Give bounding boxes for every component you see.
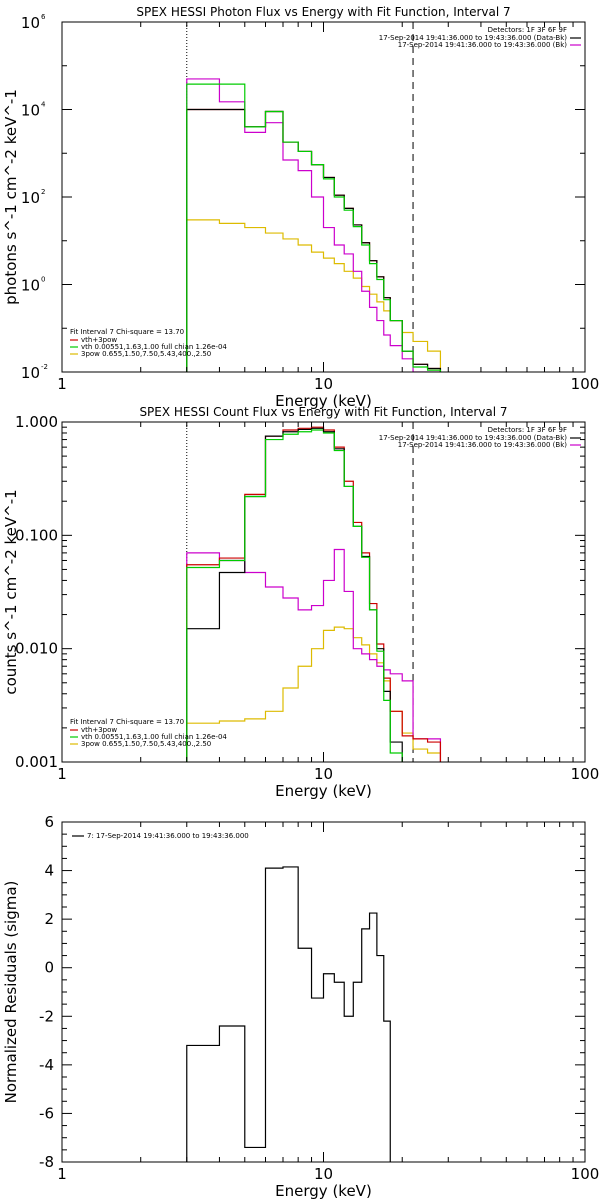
y-tick-label: 10 0: [21, 276, 46, 295]
x-tick-label: 1: [57, 1165, 67, 1183]
legend-entry: 3pow 0.655,1.50,7.50,5.43,400.,2.50: [81, 350, 211, 358]
chart-title: SPEX HESSI Count Flux vs Energy with Fit…: [139, 405, 507, 419]
y-tick-label: 0.100: [15, 526, 58, 544]
y-tick-base: 10: [21, 102, 40, 120]
panel-3: [61, 821, 586, 1163]
x-axis-label: Energy (keV): [275, 1182, 372, 1200]
y-axis-label: counts s^-1 cm^-2 keV^-1: [2, 489, 20, 694]
legend-entry: vth+3pow: [81, 336, 117, 344]
x-tick-label: 100: [571, 375, 600, 393]
x-axis-label: Energy (keV): [275, 782, 372, 800]
y-tick-exp: 4: [41, 101, 46, 109]
legend-title: Detectors: 1F 3F 6F 9F: [488, 426, 567, 434]
series-line-1: [186, 866, 391, 1162]
y-tick-label: -8: [39, 1153, 54, 1171]
x-tick-label: 1: [57, 375, 67, 393]
panel-2: [61, 421, 586, 763]
x-tick-label: 1: [57, 765, 67, 783]
legend-title: Detectors: 1F 3F 6F 9F: [488, 26, 567, 34]
series-line-3: [186, 426, 442, 762]
y-tick-base: 10: [21, 364, 40, 382]
x-axis-label: Energy (keV): [275, 392, 372, 410]
x-tick-label: 10: [314, 765, 333, 783]
y-tick-label: 6: [44, 813, 54, 831]
series-line-5: [186, 83, 442, 372]
y-tick-label: 10 4: [21, 101, 46, 120]
y-tick-label: 10 2: [21, 188, 46, 207]
y-axis-label: Normalized Residuals (sigma): [2, 881, 20, 1104]
series-line-2: [186, 548, 442, 762]
series-line-2: [186, 78, 441, 372]
legend-entry: 17-Sep-2014 19:41:36.000 to 19:43:36.000…: [379, 34, 568, 42]
y-axis-label: photons s^-1 cm^-2 keV^-1: [2, 89, 20, 305]
y-tick-exp: 0: [41, 276, 45, 284]
legend-entry: vth 0.00551,1.63,1.00 full chian 1.26e-0…: [81, 733, 227, 741]
legend-entry: 3pow 0.655,1.50,7.50,5.43,400.,2.50: [81, 740, 211, 748]
plot-area: [186, 422, 442, 762]
legend-entry: vth+3pow: [81, 726, 117, 734]
y-tick-base: 10: [21, 277, 40, 295]
legend-entry: 17-Sep-2014 19:41:36.000 to 19:43:36.000…: [379, 434, 568, 442]
y-tick-label: 1.000: [15, 413, 58, 431]
y-tick-label: 0.001: [15, 753, 58, 771]
y-tick-base: 10: [21, 189, 40, 207]
y-tick-exp: 2: [41, 188, 45, 196]
y-tick-label: 10 6: [21, 13, 46, 32]
legend-header: Fit Interval 7 Chi-square = 13.70: [70, 718, 184, 726]
y-tick-label: 4: [44, 862, 54, 880]
x-tick-label: 100: [571, 765, 600, 783]
y-tick-label: -6: [39, 1104, 54, 1122]
x-tick-label: 100: [571, 1165, 600, 1183]
series-line-5: [186, 429, 442, 762]
x-tick-label: 10: [314, 1165, 333, 1183]
y-tick-label: 10 -2: [21, 363, 48, 382]
plot-area: [186, 22, 442, 372]
y-tick-label: 0.010: [15, 640, 58, 658]
plot-area: [186, 866, 391, 1162]
legend-entry: 7: 17-Sep-2014 19:41:36.000 to 19:43:36.…: [87, 832, 249, 840]
legend-entry: 17-Sep-2014 19:41:36.000 to 19:43:36.000…: [398, 41, 568, 49]
y-tick-label: -4: [39, 1056, 54, 1074]
y-tick-base: 10: [21, 14, 40, 32]
legend-entry: vth 0.00551,1.63,1.00 full chian 1.26e-0…: [81, 343, 227, 351]
y-tick-exp: -2: [41, 363, 48, 371]
chart-title: SPEX HESSI Photon Flux vs Energy with Fi…: [136, 5, 510, 19]
y-tick-label: 2: [44, 910, 54, 928]
legend-header: Fit Interval 7 Chi-square = 13.70: [70, 328, 184, 336]
y-tick-label: 0: [44, 959, 54, 977]
y-tick-label: -2: [39, 1007, 54, 1025]
y-tick-exp: 6: [41, 13, 46, 21]
x-tick-label: 10: [314, 375, 333, 393]
legend-entry: 17-Sep-2014 19:41:36.000 to 19:43:36.000…: [398, 441, 568, 449]
